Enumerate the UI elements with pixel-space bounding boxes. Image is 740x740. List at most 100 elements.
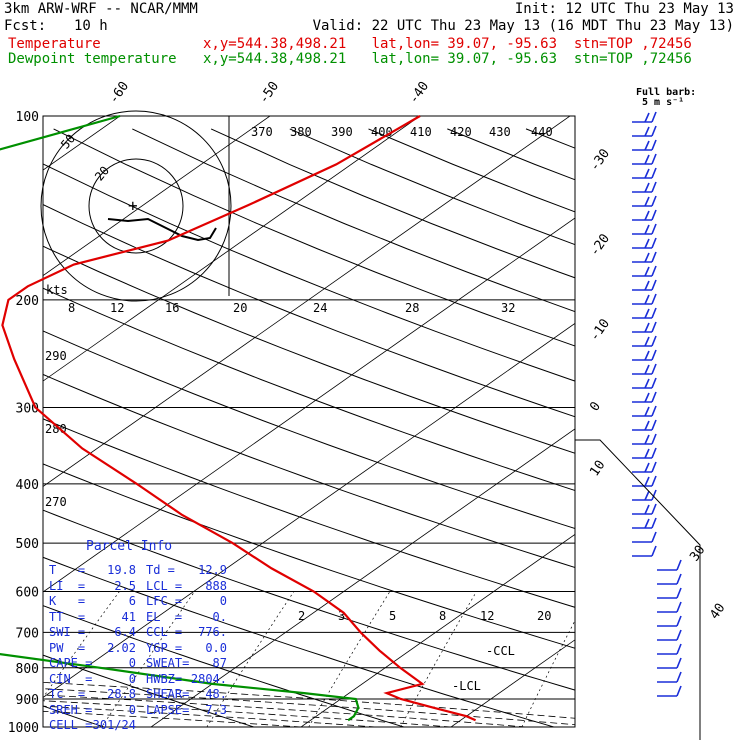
hodograph-units-label: kts — [46, 283, 68, 297]
wind-barb — [651, 363, 657, 375]
mixing-ratio-label: 8 — [439, 609, 446, 623]
parcel-row-value: 0. — [212, 609, 227, 624]
isotherm-line — [43, 217, 575, 593]
wind-barb — [676, 559, 682, 571]
pressure-tick-label: 700 — [16, 626, 39, 641]
parcel-row-value: 12.9 — [198, 563, 227, 577]
wind-barb — [644, 392, 650, 403]
hodograph-speed-label: 20 — [233, 301, 247, 315]
parcel-row-label: YGP = — [146, 640, 183, 655]
wind-barb — [651, 237, 657, 249]
pressure-tick-label: 600 — [16, 585, 39, 600]
parcel-row-value: 0 — [128, 656, 136, 670]
parcel-info-title: Parcel Info — [86, 539, 173, 554]
isotherm-side-label: 40 — [707, 601, 728, 622]
isotherm-line — [43, 116, 421, 382]
parcel-info-panel: Parcel Info T = 19.8 Td = 12.9 LI = 2.5 LCL = 8… — [43, 537, 228, 732]
hodograph-speed-label: 8 — [68, 301, 75, 315]
wind-barb — [651, 307, 657, 319]
mixing-ratio-label: 5 — [389, 609, 396, 623]
hodograph-speed-label: 12 — [110, 301, 124, 315]
temperature-line — [1, 115, 477, 722]
parcel-row-label: EL = — [146, 609, 183, 624]
theta-top-label: 440 — [531, 125, 553, 139]
pressure-tick-label: 500 — [16, 537, 39, 552]
wind-barb — [651, 335, 657, 347]
temperature-legend-name: Temperature — [8, 36, 101, 52]
wind-barb — [651, 223, 657, 235]
dry-adiabat-line — [43, 605, 406, 727]
dry-adiabat-line — [43, 163, 575, 382]
dewpoint-legend-info: x,y=544.38,498.21 lat,lon= 39.07, -95.63… — [203, 51, 692, 67]
isotherm-line — [450, 639, 575, 727]
isotherm-line — [43, 116, 271, 277]
dewpoint-legend-name: Dewpoint temperature — [8, 51, 177, 67]
wind-barb — [651, 447, 657, 459]
wind-barb — [644, 210, 650, 221]
parcel-row-value: 2.02 — [107, 640, 136, 655]
wind-barb — [644, 518, 650, 529]
wind-barb — [676, 657, 682, 669]
hodograph-ring-outer — [40, 110, 232, 302]
moist-adiabat-line — [43, 688, 575, 726]
parcel-row-value: 19.8 — [107, 563, 136, 577]
wind-barb — [644, 196, 650, 207]
mixing-ratio-line — [400, 591, 477, 727]
dry-adiabat-line — [43, 654, 256, 727]
mixing-ratio-label: 3 — [338, 609, 345, 623]
parcel-row-label: K = — [49, 594, 86, 608]
isotherm-line — [150, 428, 575, 727]
wind-barb — [644, 266, 650, 277]
isotherm-side-label: -20 — [587, 231, 613, 259]
wind-barb — [651, 419, 657, 431]
hodograph-ring-label: 20 — [92, 163, 112, 183]
theta-top-label: 430 — [489, 125, 511, 139]
wind-barb — [676, 685, 682, 697]
wind-barb — [644, 252, 650, 263]
parcel-row-label: CIN = — [49, 671, 93, 686]
isotherm-top-label: -60 — [106, 79, 132, 107]
wind-barb — [651, 489, 657, 501]
parcel-row-label: LFC = — [146, 594, 183, 608]
wind-barb — [676, 671, 682, 683]
barb-panel-border — [575, 439, 701, 740]
wind-barb — [651, 139, 657, 151]
wind-barb — [651, 517, 657, 529]
wind-barb — [644, 406, 650, 417]
init-time: Init: 12 UTC Thu 23 May 13 — [514, 1, 734, 17]
model-title: 3km ARW-WRF -- NCAR/MMM — [4, 1, 198, 17]
isotherm-line — [300, 533, 575, 727]
wind-barb — [651, 531, 657, 543]
parcel-row-label: PW = — [49, 640, 86, 655]
wind-barb — [676, 601, 682, 613]
isotherm-top-label: -50 — [256, 79, 282, 107]
wind-barb — [651, 349, 657, 361]
isotherm-line — [733, 88, 740, 740]
theta-left-label: 280 — [45, 422, 67, 436]
parcel-row-value: 0 — [219, 594, 227, 608]
wind-barb — [651, 545, 657, 557]
wind-barb — [644, 140, 650, 151]
wind-barb — [676, 587, 682, 599]
pressure-tick-label: 1000 — [8, 721, 39, 736]
wind-barb — [651, 111, 657, 123]
parcel-row-value: 7.3 — [205, 702, 227, 717]
wind-barb — [644, 182, 650, 193]
wind-barb — [651, 321, 657, 333]
wind-barb — [644, 448, 650, 459]
parcel-row-value: 0 — [128, 671, 136, 686]
wind-barb — [651, 405, 657, 417]
wind-barb — [644, 434, 650, 445]
theta-left-label: 290 — [45, 349, 67, 363]
plot-area — [43, 88, 740, 740]
wind-barb — [644, 224, 650, 235]
temperature-legend-info: x,y=544.38,498.21 lat,lon= 39.07, -95.63… — [203, 36, 692, 52]
hodograph-speed-label: 28 — [405, 301, 419, 315]
parcel-row-value: 301/24 — [92, 718, 136, 732]
barb-legend-label: Full barb: — [636, 87, 696, 98]
parcel-row-label: SWEAT= — [146, 656, 190, 670]
wind-barb — [651, 181, 657, 193]
wind-barb — [644, 294, 650, 305]
forecast-hour: 10 h — [74, 18, 108, 34]
